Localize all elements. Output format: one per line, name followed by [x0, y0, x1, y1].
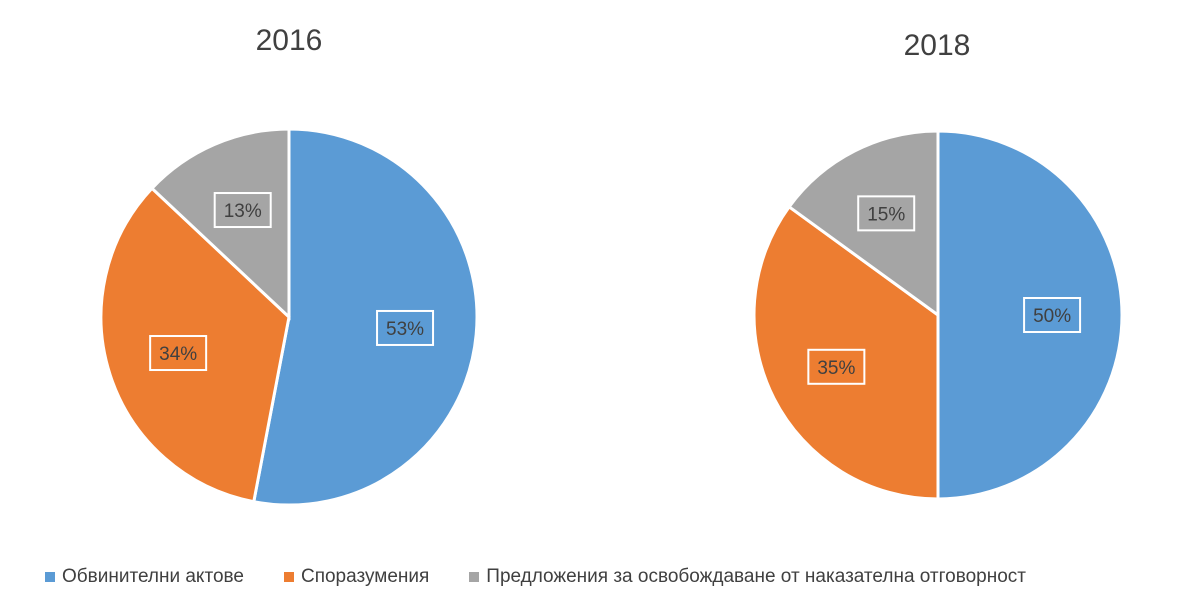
legend-item-indictments: Обвинителни актове: [45, 566, 244, 588]
data-label: 53%: [376, 309, 435, 346]
data-label: 50%: [1023, 297, 1082, 333]
legend-swatch: [283, 572, 294, 582]
data-label-box: [807, 348, 866, 385]
pie-2016-slice-indictments: [252, 127, 479, 507]
data-label: 15%: [857, 195, 916, 232]
data-label-box: [1023, 297, 1082, 333]
data-label: 35%: [807, 348, 866, 385]
chart-title-2018: 2018: [903, 29, 971, 62]
data-label-text: 50%: [1033, 306, 1071, 327]
data-label-box: [213, 192, 272, 229]
pie-2018-slice-agreements: [752, 204, 940, 501]
data-label-text: 35%: [817, 358, 855, 379]
data-label-box: [857, 195, 916, 232]
pie-2018-slice-indictments: [936, 129, 1124, 501]
legend-item-proposals: Предложения за освобождаване от наказате…: [469, 566, 1026, 588]
chart-legend: Обвинителни актове Споразумения Предложе…: [45, 566, 1175, 588]
pie-2016-slice-proposals: [149, 127, 291, 321]
data-label: 34%: [149, 335, 208, 372]
legend-item-agreements: Споразумения: [283, 566, 430, 588]
data-label-text: 13%: [224, 201, 262, 222]
legend-label: Споразумения: [300, 566, 430, 587]
pie-2016-slice-agreements: [99, 186, 291, 504]
legend-label: Предложения за освобождаване от наказате…: [486, 566, 1026, 587]
legend-swatch: [469, 572, 480, 582]
data-label-box: [376, 309, 435, 346]
data-label-text: 15%: [867, 204, 905, 225]
data-label-box: [149, 335, 208, 372]
pie-2018-slice-proposals: [787, 129, 940, 318]
chart-title-2016: 2016: [255, 24, 323, 57]
legend-label: Обвинителни актове: [62, 566, 244, 587]
legend-swatch: [45, 572, 55, 582]
data-label-text: 53%: [386, 319, 424, 340]
data-label: 13%: [213, 192, 272, 229]
data-label-text: 34%: [159, 344, 197, 365]
